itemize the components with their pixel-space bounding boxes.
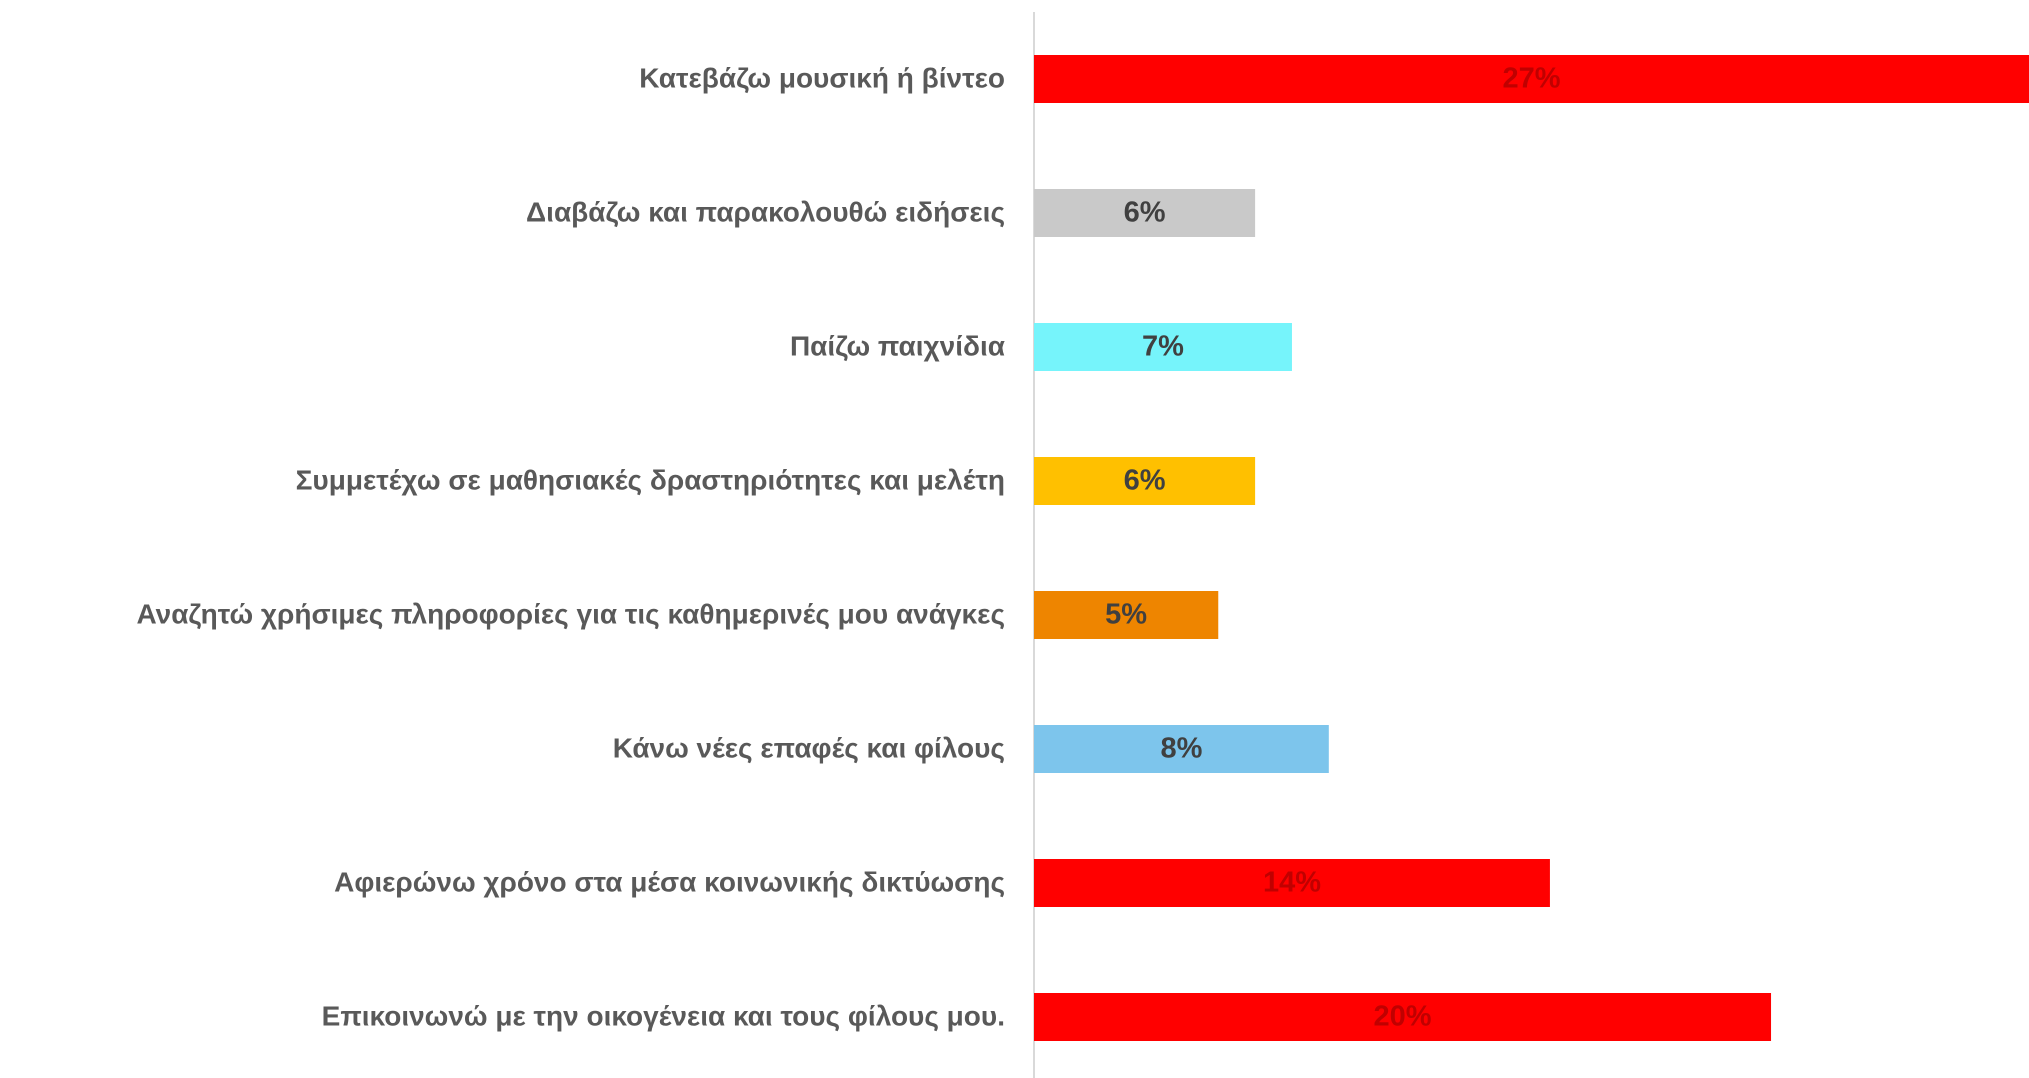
bar — [1034, 859, 1550, 907]
value-label: 14% — [1263, 867, 1321, 899]
bar — [1034, 323, 1292, 371]
category-label: Παίζω παιχνίδια — [790, 330, 1005, 361]
value-label: 7% — [1142, 331, 1184, 363]
category-label: Αναζητώ χρήσιμες πληροφορίες για τις καθ… — [136, 598, 1005, 629]
value-label: 20% — [1373, 1001, 1431, 1033]
category-label: Κάνω νέες επαφές και φίλους — [613, 732, 1005, 763]
value-label: 5% — [1105, 599, 1147, 631]
bar — [1034, 189, 1256, 237]
bar — [1034, 725, 1329, 773]
value-label: 6% — [1124, 465, 1166, 497]
category-label: Κατεβάζω μουσική ή βίντεο — [639, 62, 1005, 93]
category-label: Επικοινωνώ με την οικογένεια και τους φί… — [322, 1000, 1005, 1031]
value-label: 6% — [1124, 197, 1166, 229]
value-label: 8% — [1160, 733, 1202, 765]
category-label: Διαβάζω και παρακολουθώ ειδήσεις — [526, 196, 1005, 227]
bar — [1034, 993, 1772, 1041]
bar — [1034, 55, 2029, 103]
category-label: Συμμετέχω σε μαθησιακές δραστηριότητες κ… — [296, 464, 1005, 495]
value-label: 27% — [1502, 63, 1560, 95]
category-label: Αφιερώνω χρόνο στα μέσα κοινωνικής δικτύ… — [334, 866, 1005, 897]
bar — [1034, 591, 1219, 639]
bar — [1034, 457, 1256, 505]
